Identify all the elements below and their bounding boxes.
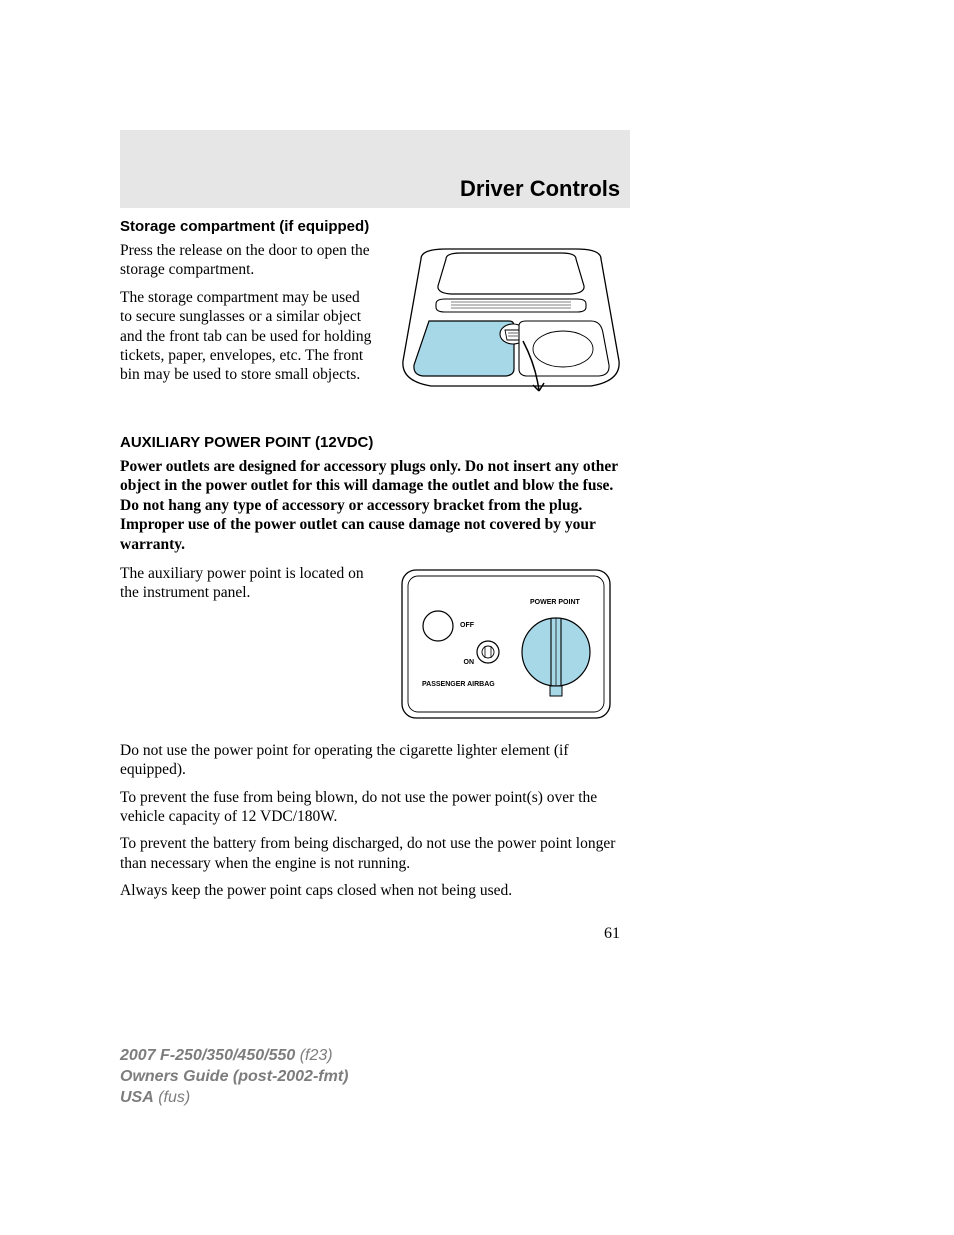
footer-line3: USA (fus) (120, 1088, 348, 1109)
section2-heading: AUXILIARY POWER POINT (12VDC) (120, 434, 630, 451)
section2-p1: The auxiliary power point is located on … (120, 564, 380, 603)
footer-line1-bold: 2007 F-250/350/450/550 (120, 1047, 295, 1064)
overhead-console-icon (391, 241, 631, 411)
footer-line3-rest: (fus) (154, 1089, 190, 1106)
section2-p4: To prevent the battery from being discha… (120, 834, 630, 873)
label-passenger-airbag: PASSENGER AIRBAG (422, 681, 495, 688)
label-on: ON (464, 659, 475, 666)
figure-storage-compartment (391, 241, 631, 416)
label-power-point: POWER POINT (530, 599, 581, 606)
section1-text-col: Press the release on the door to open th… (120, 241, 375, 416)
section2-p2: Do not use the power point for operating… (120, 741, 630, 780)
footer-line3-bold: USA (120, 1089, 154, 1106)
section1-row: Press the release on the door to open th… (120, 241, 630, 416)
section2-text-col: The auxiliary power point is located on … (120, 564, 380, 729)
section1-p2: The storage compartment may be used to s… (120, 288, 375, 385)
footer-line1: 2007 F-250/350/450/550 (f23) (120, 1046, 348, 1067)
footer-line2: Owners Guide (post-2002-fmt) (120, 1067, 348, 1088)
power-point-panel-icon: OFF ON PASSENGER AIRBAG POWER POINT (396, 564, 616, 724)
footer-line1-rest: (f23) (295, 1047, 332, 1064)
footer: 2007 F-250/350/450/550 (f23) Owners Guid… (120, 1046, 348, 1108)
section1-heading: Storage compartment (if equipped) (120, 218, 630, 235)
section2-p5: Always keep the power point caps closed … (120, 881, 630, 900)
page-content: Storage compartment (if equipped) Press … (120, 218, 630, 909)
page-number: 61 (604, 925, 620, 943)
chapter-title: Driver Controls (460, 176, 620, 202)
figure-power-point: OFF ON PASSENGER AIRBAG POWER POINT (396, 564, 630, 729)
section2-row: The auxiliary power point is located on … (120, 564, 630, 729)
section2-warning: Power outlets are designed for accessory… (120, 457, 630, 554)
section1-p1: Press the release on the door to open th… (120, 241, 375, 280)
label-off: OFF (460, 622, 475, 629)
section2-p3: To prevent the fuse from being blown, do… (120, 788, 630, 827)
